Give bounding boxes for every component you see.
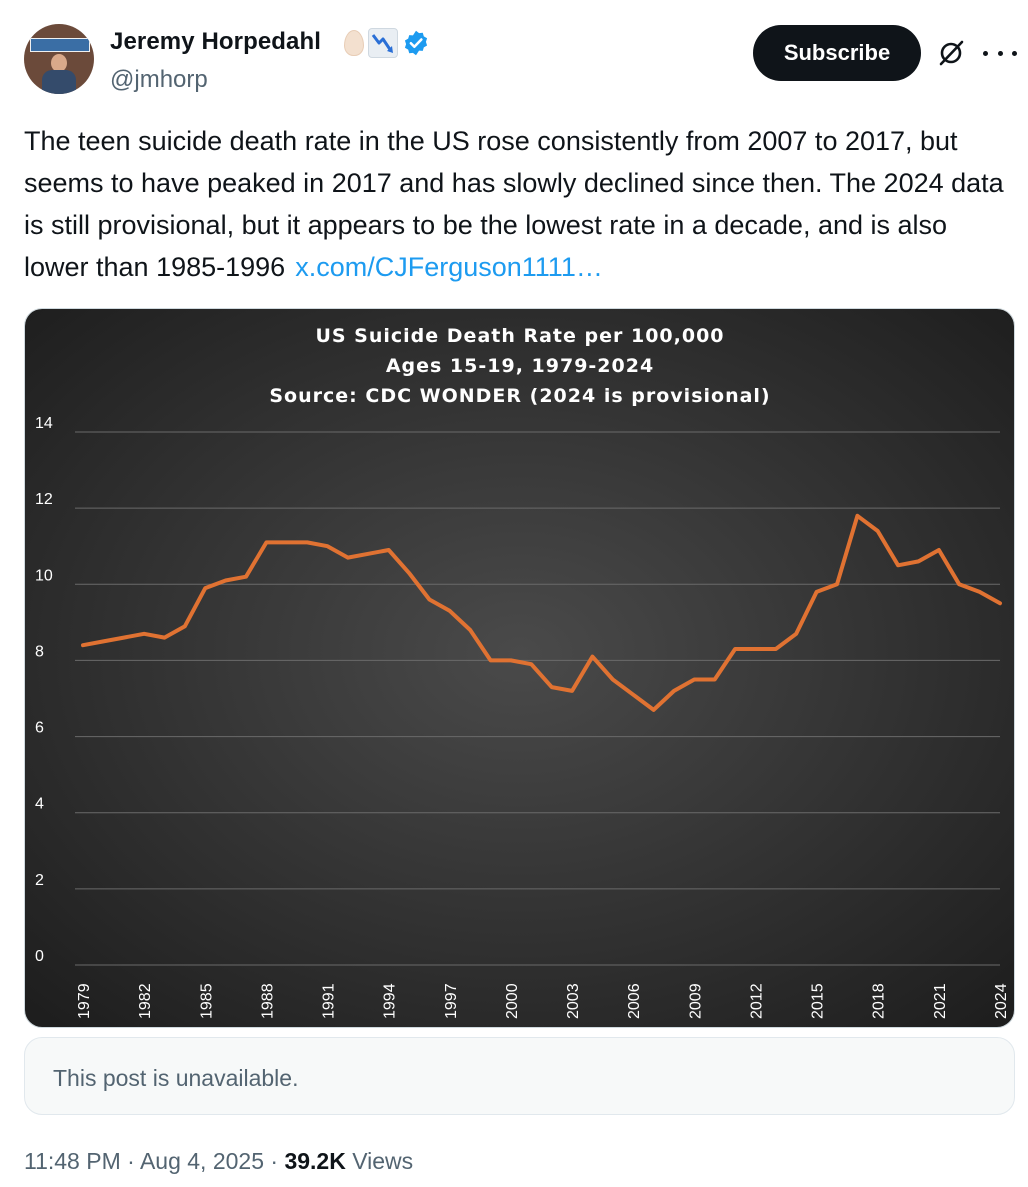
x-tick-label: 1982 xyxy=(137,983,154,1019)
x-tick-label: 1979 xyxy=(76,983,93,1019)
x-tick-label: 2009 xyxy=(687,983,704,1019)
tweet-text: The teen suicide death rate in the US ro… xyxy=(24,120,1009,288)
line-chart: US Suicide Death Rate per 100,000 Ages 1… xyxy=(25,309,1014,1027)
chart-title-line-1: US Suicide Death Rate per 100,000 xyxy=(315,325,724,347)
meta-separator: · xyxy=(270,1148,279,1174)
chart-series xyxy=(81,513,1002,712)
tweet-link[interactable]: x.com/CJFerguson1111… xyxy=(295,252,603,282)
x-tick-label: 1997 xyxy=(443,983,460,1019)
chart-title-line-2: Ages 15-19, 1979-2024 xyxy=(386,355,654,377)
avatar-body xyxy=(42,70,76,94)
more-dot xyxy=(1012,50,1017,56)
x-tick-label: 1985 xyxy=(198,983,215,1019)
x-tick-label: 2003 xyxy=(565,983,582,1019)
user-handle[interactable]: @jmhorp xyxy=(110,66,208,93)
tweet-time[interactable]: 11:48 PM xyxy=(24,1148,121,1174)
x-tick-label: 2015 xyxy=(810,983,827,1019)
y-tick-label: 10 xyxy=(35,567,53,584)
more-dot xyxy=(983,50,988,56)
views-count[interactable]: 39.2K xyxy=(284,1148,346,1174)
more-icon[interactable] xyxy=(983,38,1017,68)
y-axis-ticks: 0 2 4 6 8 10 12 14 xyxy=(35,415,53,965)
y-tick-label: 8 xyxy=(35,643,44,660)
x-axis-ticks: 1979 1982 1985 1988 1991 1994 1997 2000 2003 2006… xyxy=(76,983,1010,1019)
chart-grid xyxy=(75,431,1000,966)
avatar[interactable] xyxy=(24,24,94,94)
display-name[interactable]: Jeremy Horpedahl xyxy=(110,28,322,55)
subscribe-button[interactable]: Subscribe xyxy=(753,25,921,81)
tweet-meta: 11:48 PM · Aug 4, 2025 · 39.2K Views xyxy=(24,1148,413,1175)
x-tick-label: 2012 xyxy=(748,983,765,1019)
x-tick-label: 2006 xyxy=(626,983,643,1019)
y-tick-label: 12 xyxy=(35,491,53,508)
tweet-date[interactable]: Aug 4, 2025 xyxy=(139,1148,264,1174)
x-tick-label: 1994 xyxy=(382,983,399,1019)
quoted-post-unavailable-text: This post is unavailable. xyxy=(53,1065,299,1091)
chart-title-line-3: Source: CDC WONDER (2024 is provisional) xyxy=(269,385,770,407)
y-tick-label: 4 xyxy=(35,796,44,813)
more-dot xyxy=(997,50,1003,56)
name-badges xyxy=(344,28,430,58)
tweet-media-chart[interactable]: US Suicide Death Rate per 100,000 Ages 1… xyxy=(24,308,1015,1028)
series-line xyxy=(81,513,1002,712)
x-tick-label: 2021 xyxy=(932,983,949,1019)
x-tick-label: 2018 xyxy=(871,983,888,1019)
quoted-post-card[interactable]: This post is unavailable. xyxy=(24,1037,1015,1115)
x-tick-label: 2024 xyxy=(993,983,1010,1019)
y-tick-label: 0 xyxy=(35,948,44,965)
y-tick-label: 14 xyxy=(35,415,53,432)
chart-background xyxy=(25,309,1014,1027)
x-tick-label: 1988 xyxy=(259,983,276,1019)
tweet-body: The teen suicide death rate in the US ro… xyxy=(24,126,1004,282)
meta-separator: · xyxy=(127,1148,135,1174)
views-label: Views xyxy=(352,1148,414,1174)
grok-icon[interactable] xyxy=(936,38,966,68)
verified-badge-icon[interactable] xyxy=(402,29,430,57)
y-tick-label: 2 xyxy=(35,872,44,889)
chart-decreasing-emoji-icon xyxy=(368,28,398,58)
y-tick-label: 6 xyxy=(35,720,44,737)
x-tick-label: 2000 xyxy=(504,983,521,1019)
x-tick-label: 1991 xyxy=(321,983,338,1019)
chart-title: US Suicide Death Rate per 100,000 Ages 1… xyxy=(269,325,770,407)
egg-emoji-icon xyxy=(344,30,364,56)
avatar-head xyxy=(51,54,67,72)
avatar-sign xyxy=(30,38,90,52)
